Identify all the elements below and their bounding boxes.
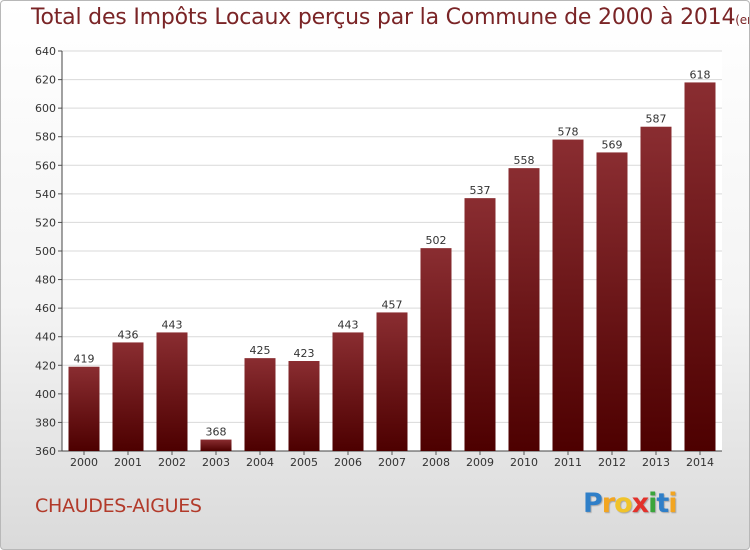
x-tick-label: 2012 — [598, 456, 626, 469]
y-tick-label: 560 — [35, 159, 56, 172]
y-tick-label: 520 — [35, 216, 56, 229]
bar — [332, 332, 364, 451]
bar — [244, 358, 276, 451]
x-tick-label: 2008 — [422, 456, 450, 469]
logo-letter: x — [631, 488, 649, 519]
bar — [464, 198, 496, 451]
x-tick-label: 2014 — [686, 456, 714, 469]
bar-value-label: 436 — [118, 328, 139, 341]
bar-value-label: 569 — [602, 138, 623, 151]
bar-value-label: 502 — [426, 234, 447, 247]
bar — [200, 439, 232, 451]
commune-name: CHAUDES-AIGUES — [35, 495, 202, 517]
bar — [508, 168, 540, 451]
y-tick-label: 380 — [35, 416, 56, 429]
x-tick-label: 2007 — [378, 456, 406, 469]
y-tick-label: 640 — [35, 45, 56, 58]
chart-title-unit: (en milliers d'€) — [735, 13, 749, 27]
proxiti-logo: Proxiti — [583, 488, 678, 519]
y-tick-label: 400 — [35, 388, 56, 401]
logo-letter: i — [668, 488, 677, 519]
bar — [684, 82, 716, 451]
y-tick-label: 360 — [35, 445, 56, 458]
bar — [288, 361, 320, 451]
logo-letter: o — [614, 488, 633, 519]
y-tick-label: 580 — [35, 131, 56, 144]
y-tick-label: 500 — [35, 245, 56, 258]
bar-value-label: 618 — [690, 68, 711, 81]
chart-title: Total des Impôts Locaux perçus par la Co… — [31, 5, 749, 30]
bar — [68, 366, 100, 451]
y-tick-label: 620 — [35, 74, 56, 87]
bar — [376, 312, 408, 451]
x-tick-label: 2001 — [114, 456, 142, 469]
x-tick-label: 2006 — [334, 456, 362, 469]
y-tick-label: 440 — [35, 331, 56, 344]
bar-value-label: 457 — [382, 298, 403, 311]
bar-value-label: 443 — [162, 318, 183, 331]
y-tick-label: 420 — [35, 359, 56, 372]
bar-value-label: 537 — [470, 184, 491, 197]
bar-value-label: 443 — [338, 318, 359, 331]
y-tick-label: 600 — [35, 102, 56, 115]
x-tick-label: 2011 — [554, 456, 582, 469]
y-tick-label: 480 — [35, 274, 56, 287]
bar-value-label: 587 — [646, 113, 667, 126]
bar — [112, 342, 144, 451]
bar — [420, 248, 452, 451]
bar — [596, 152, 628, 451]
x-tick-label: 2002 — [158, 456, 186, 469]
x-tick-label: 2009 — [466, 456, 494, 469]
bar-value-label: 368 — [206, 426, 227, 439]
y-tick-label: 460 — [35, 302, 56, 315]
x-tick-label: 2005 — [290, 456, 318, 469]
x-tick-label: 2013 — [642, 456, 670, 469]
logo-letter: r — [601, 488, 615, 519]
logo-letter: t — [656, 488, 669, 519]
bar-value-label: 578 — [558, 126, 579, 139]
x-tick-label: 2004 — [246, 456, 274, 469]
x-tick-label: 2003 — [202, 456, 230, 469]
y-tick-label: 540 — [35, 188, 56, 201]
x-tick-label: 2010 — [510, 456, 538, 469]
logo-letter: P — [583, 488, 603, 519]
bar — [640, 126, 672, 451]
x-tick-label: 2000 — [70, 456, 98, 469]
logo-letter: i — [648, 488, 657, 519]
bar-value-label: 425 — [250, 344, 271, 357]
bar-value-label: 423 — [294, 347, 315, 360]
bar-value-label: 558 — [514, 154, 535, 167]
bar-value-label: 419 — [74, 353, 95, 366]
chart-title-text: Total des Impôts Locaux perçus par la Co… — [31, 5, 736, 30]
bar — [552, 139, 584, 452]
bar — [156, 332, 188, 451]
